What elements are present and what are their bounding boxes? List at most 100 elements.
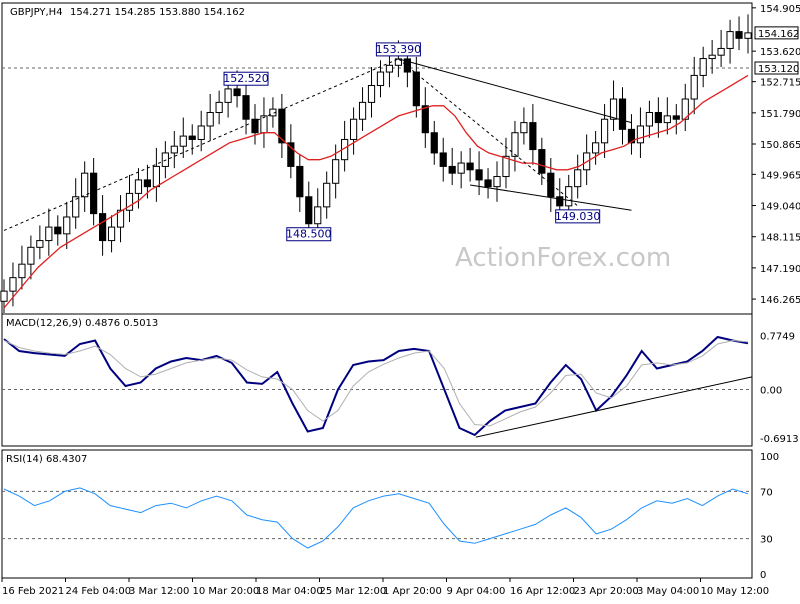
candle-body (152, 165, 160, 188)
price-level-box (754, 26, 799, 40)
candle-body (708, 54, 716, 60)
candle-body (600, 118, 609, 144)
candle-body (699, 58, 707, 76)
candle-body (215, 101, 223, 113)
sma-line (3, 74, 749, 309)
candle-body (296, 165, 304, 198)
candle-body (538, 149, 546, 174)
price-tick-label: 147.190 (760, 264, 800, 275)
candle-body (242, 95, 250, 120)
price-level-label: 153.120 (758, 64, 799, 75)
candle-body (618, 98, 627, 130)
candle-body (726, 31, 734, 49)
candle-body (197, 125, 205, 140)
price-tick-label: 154.905 (760, 4, 800, 15)
candle-body (179, 135, 187, 147)
candle-body (27, 246, 35, 265)
candle-body (63, 216, 71, 235)
macd-layer (2, 335, 753, 438)
candle-body (430, 132, 438, 154)
rsi-tick-label: 0 (760, 570, 766, 581)
candle-body (376, 71, 385, 87)
chart-symbol: GBPJPY,H4 (10, 7, 63, 18)
x-tick-label: 10 May 12:00 (701, 586, 770, 597)
rsi-title: RSI(14) 68.4307 (6, 454, 87, 465)
candle-body (663, 115, 671, 124)
price-annotation: 149.030 (555, 209, 600, 224)
candle-body (609, 98, 618, 120)
macd-line (3, 335, 749, 437)
candle-body (511, 132, 519, 157)
candle-body (90, 172, 98, 215)
macd-tick-label: 0.00 (760, 386, 782, 397)
price-tick-label: 153.620 (760, 47, 800, 58)
candle-body (439, 152, 447, 167)
candle-body (206, 111, 214, 127)
x-tick-label: 18 Mar 04:00 (256, 586, 323, 597)
annotation-label: 153.390 (376, 43, 422, 56)
annotation-label: 152.520 (223, 72, 269, 85)
fall-dashed-line (398, 58, 579, 207)
candle-body (448, 165, 456, 174)
candle-body (385, 64, 394, 73)
macd-tick-label: 0.7749 (760, 331, 795, 342)
macd-tick-label: -0.6913 (760, 434, 799, 445)
annotation-box (286, 227, 332, 242)
rsi-layer (2, 487, 752, 549)
x-tick-label: 9 Apr 04:00 (447, 586, 506, 597)
price-tick-label: 150.865 (760, 140, 800, 151)
axis-layer: 154.905 153.620 152.715 151.790 150.865 149.9… (1, 4, 800, 597)
candle-body (636, 125, 645, 144)
candle-body (278, 108, 286, 144)
candle-body (45, 226, 53, 242)
candle-body (672, 115, 680, 120)
candle-body (251, 118, 259, 134)
candle-body (99, 213, 107, 242)
wedge-lower-line (470, 184, 632, 211)
candle-body (556, 196, 564, 207)
price-tick-label: 148.115 (760, 233, 800, 244)
candle-body (358, 101, 367, 120)
macd-trendline (475, 376, 753, 438)
macd-title: MACD(12,26,9) 0.4876 0.5013 (6, 318, 158, 329)
candle-body (72, 196, 80, 218)
candle-body (161, 152, 169, 167)
candle-body (314, 206, 322, 225)
annotation-box (223, 71, 269, 86)
watermark: ActionForex.com (455, 243, 671, 273)
candle-body (323, 182, 331, 208)
annotation-label: 148.500 (286, 228, 332, 241)
x-tick-label: 24 Feb 04:00 (66, 586, 132, 597)
wedge-upper-line (398, 58, 632, 124)
price-tick-label: 152.715 (760, 78, 800, 89)
candle-body (170, 145, 178, 154)
x-tick-label: 16 Apr 12:00 (510, 586, 575, 597)
candle-body (349, 118, 358, 140)
candle-body (654, 111, 662, 124)
annotation-box (375, 42, 421, 57)
candle-body (9, 277, 17, 292)
rsi-tick-label: 100 (760, 452, 779, 463)
price-layer: 153.390 152.520 148.500 149.030 (0, 14, 752, 314)
candle-body (475, 169, 483, 181)
candle-body (36, 240, 44, 248)
candle-body (502, 155, 510, 178)
candle-body (627, 128, 636, 144)
candle-body (260, 115, 268, 134)
x-tick-label: 3 Mar 12:00 (129, 586, 189, 597)
candle-body (717, 47, 725, 56)
candle-body (466, 162, 474, 171)
candle-body (484, 179, 492, 188)
rsi-line (3, 487, 749, 549)
candle-body (116, 209, 125, 228)
rsi-panel-frame (1, 449, 753, 579)
price-tick-label: 149.040 (760, 202, 800, 213)
price-annotation: 152.520 (223, 71, 269, 86)
candle-body (233, 88, 241, 97)
rsi-tick-label: 70 (760, 487, 773, 498)
price-level-box (754, 61, 799, 75)
candle-body (412, 71, 420, 107)
price-annotation: 148.500 (286, 227, 332, 242)
